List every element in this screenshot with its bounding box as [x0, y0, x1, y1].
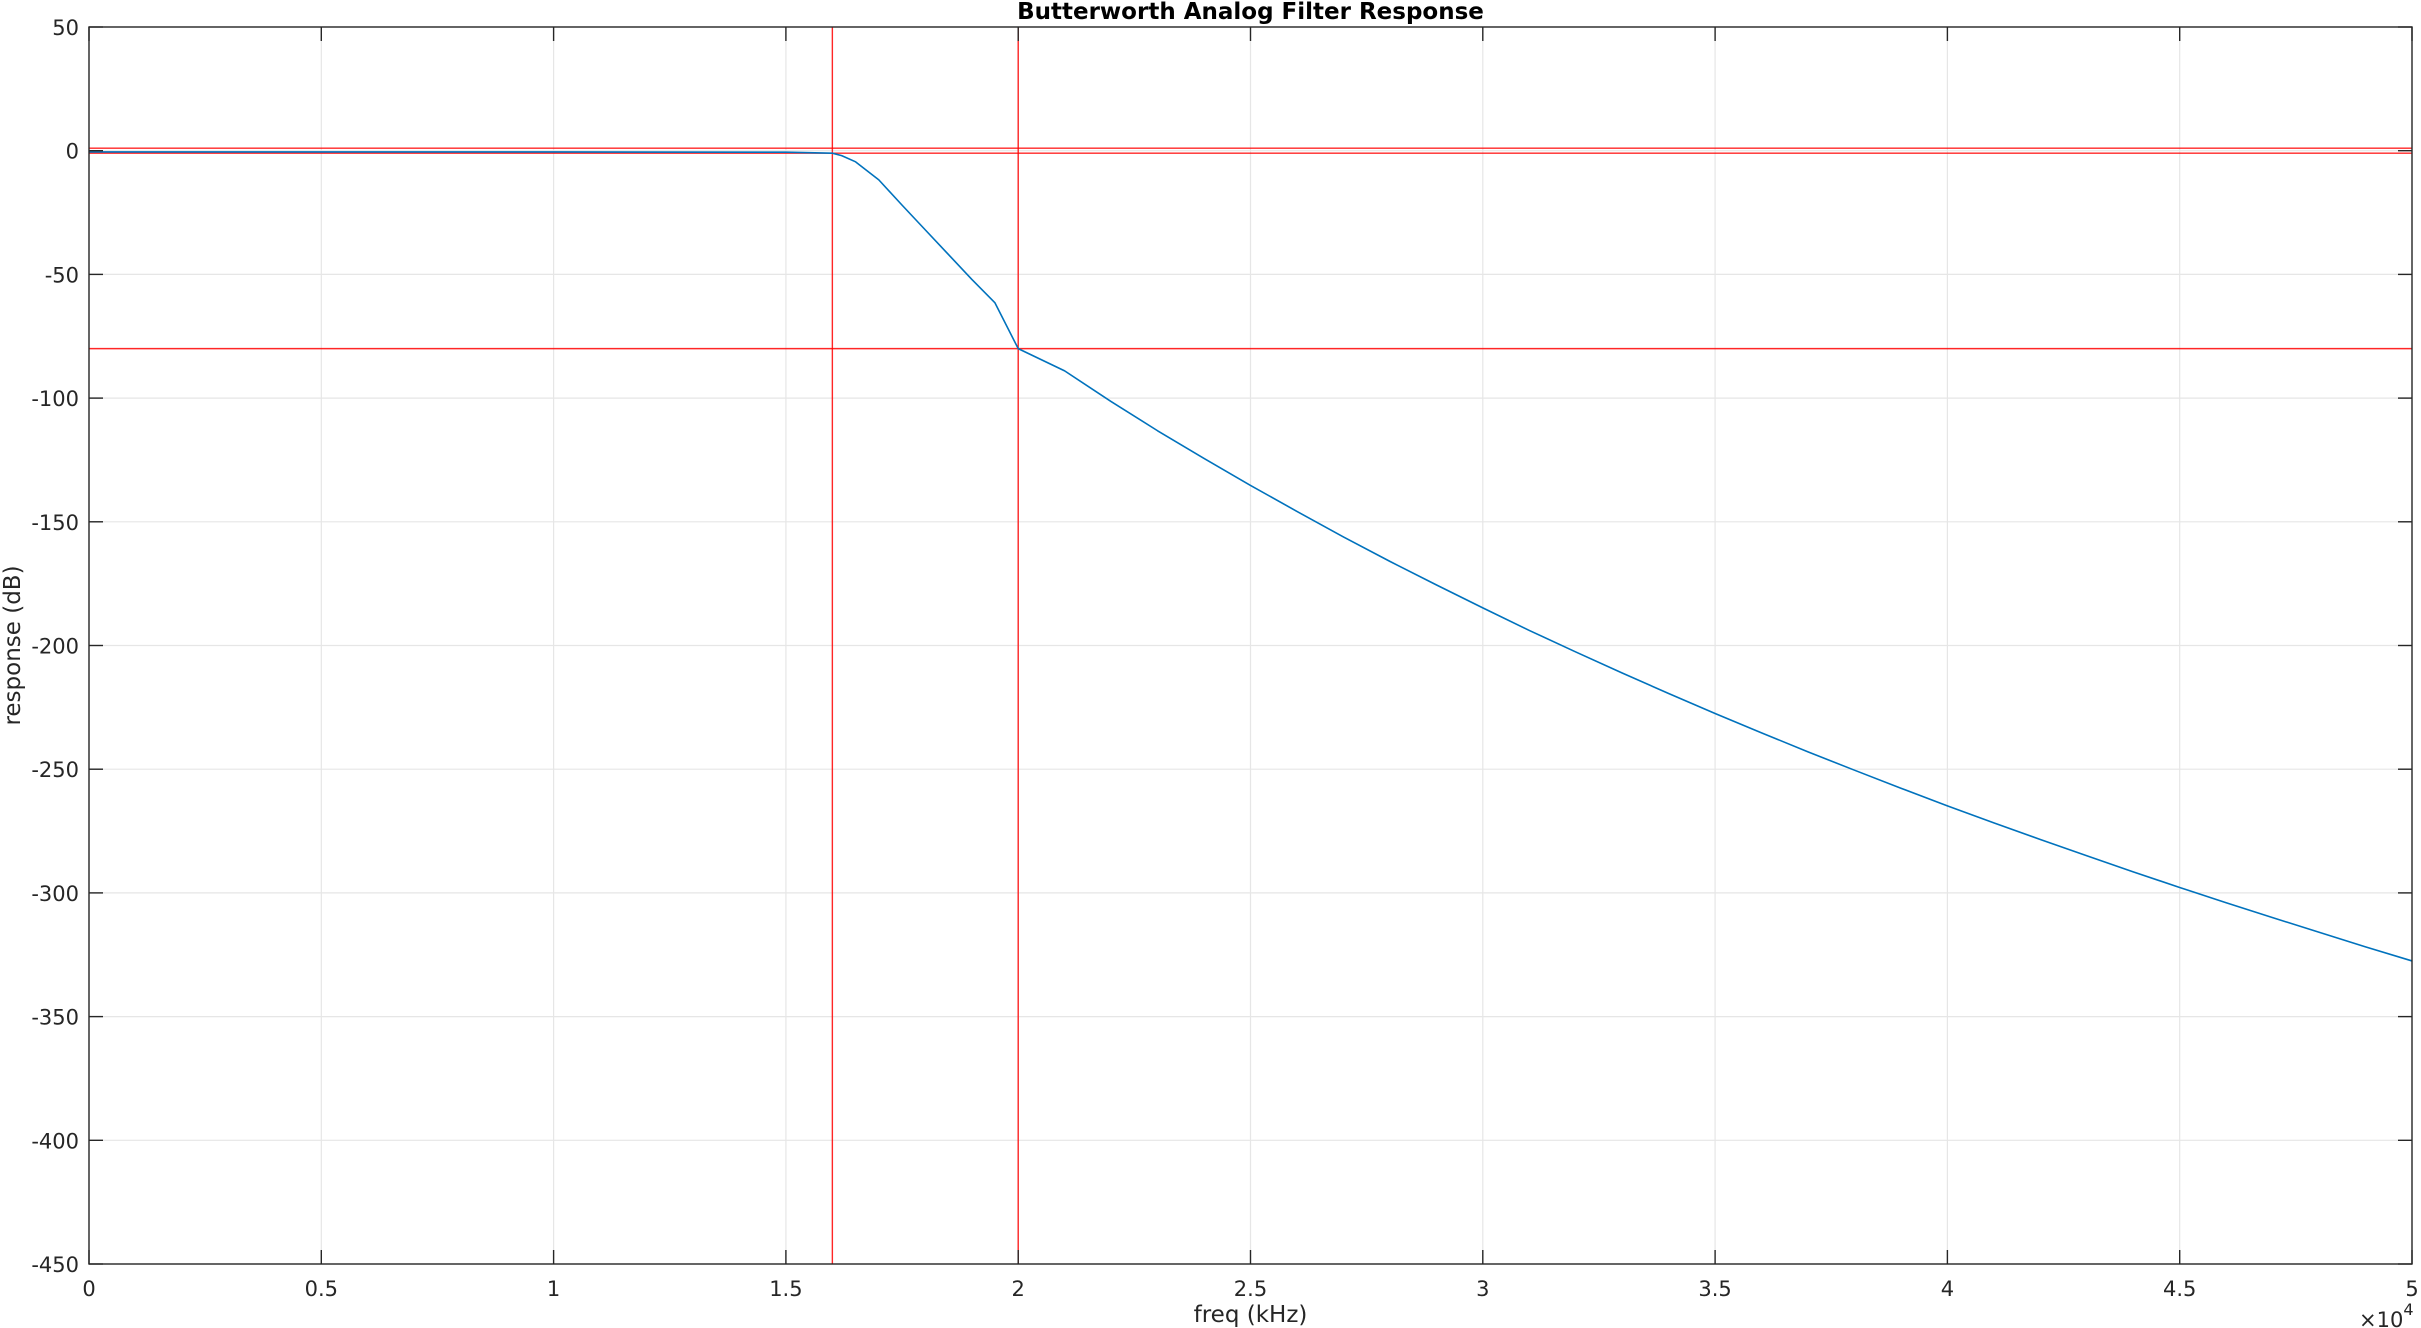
x-axis-exponent: ×104	[2359, 1300, 2414, 1328]
x-tick-label: 1.5	[769, 1277, 802, 1301]
chart-title: Butterworth Analog Filter Response	[1017, 0, 1484, 25]
series-layer	[89, 151, 2413, 962]
y-tick-label: -200	[31, 635, 79, 659]
tick-labels: 0 0.5 1 1.5 2 2.5 3 3.5 4 4.5 5 50 0 -50 -100 -150 -200 -…	[31, 16, 2418, 1301]
y-tick-label: -350	[31, 1006, 79, 1030]
series-line	[89, 151, 2413, 962]
x-tick-label: 5	[2405, 1277, 2418, 1301]
y-tick-label: 50	[52, 16, 79, 40]
y-tick-label: -50	[45, 263, 79, 287]
y-tick-label: -150	[31, 511, 79, 535]
y-tick-label: -100	[31, 387, 79, 411]
y-tick-label: -300	[31, 882, 79, 906]
y-tick-label: -450	[31, 1253, 79, 1277]
y-axis-label: response (dB)	[0, 565, 26, 725]
x-tick-label: 3.5	[1698, 1277, 1731, 1301]
x-axis-exponent-base: ×10	[2359, 1308, 2403, 1328]
y-tick-label: -250	[31, 758, 79, 782]
y-tick-label: 0	[66, 140, 79, 164]
grid	[88, 26, 2413, 1265]
x-axis-label: freq (kHz)	[1194, 1302, 1308, 1328]
y-tick-label: -400	[31, 1129, 79, 1153]
reference-lines	[89, 27, 2412, 1264]
x-tick-label: 1	[547, 1277, 560, 1301]
x-tick-label: 3	[1476, 1277, 1489, 1301]
x-tick-label: 0	[82, 1277, 95, 1301]
x-axis-exponent-power: 4	[2403, 1300, 2413, 1319]
x-tick-label: 4.5	[2163, 1277, 2196, 1301]
x-tick-label: 2.5	[1234, 1277, 1267, 1301]
axes	[88, 26, 2413, 1265]
x-tick-label: 2	[1012, 1277, 1025, 1301]
x-tick-label: 4	[1941, 1277, 1954, 1301]
x-tick-label: 0.5	[305, 1277, 338, 1301]
